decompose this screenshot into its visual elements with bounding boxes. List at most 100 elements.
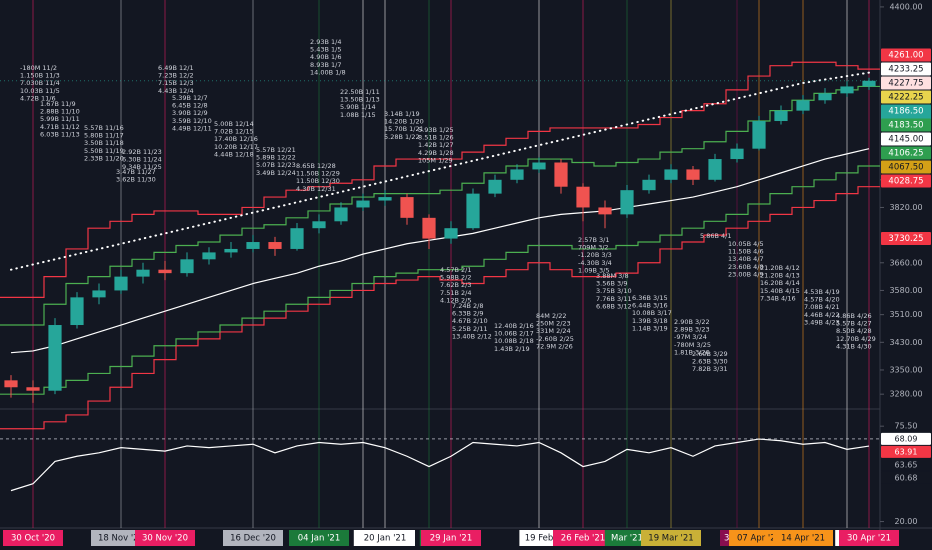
volume-annotation: 2.93B 1/4 (310, 38, 341, 46)
candle-body (818, 93, 832, 101)
volume-annotation: 12.70B 4/29 (836, 335, 876, 343)
candle-body (378, 197, 392, 201)
volume-annotation: 5.80B 11/17 (84, 132, 124, 140)
volume-annotation: 3.56B 3/9 (596, 280, 627, 288)
volume-annotation: 2.89B 3/23 (674, 326, 710, 334)
candle-body (26, 387, 40, 391)
candle-body (312, 221, 326, 229)
volume-annotation: 11.50B 12/29 (296, 170, 340, 178)
volume-annotation: 14.00B 1/8 (310, 68, 346, 76)
candle-body (48, 325, 62, 391)
volume-annotation: -180M 11/2 (20, 64, 57, 72)
x-tick-label: 29 Jan '21 (430, 534, 472, 544)
volume-annotation: 11.50B 12/30 (296, 177, 340, 185)
x-tick-label: 14 Apr '21 (781, 534, 825, 544)
volume-annotation: 7.76B 3/11 (596, 295, 632, 303)
volume-annotation: 1.150B 11/3 (20, 72, 60, 80)
volume-annotation: 2.92B 11/23 (122, 148, 162, 156)
band-line (0, 165, 880, 395)
indicator-tag-label: 68.09 (895, 434, 918, 443)
volume-annotation: 4.49B 12/11 (172, 124, 212, 132)
candle-body (466, 193, 480, 229)
x-tick-box (773, 530, 833, 546)
volume-annotation: 3.47B 11/27 (116, 168, 156, 176)
x-tick-box (604, 530, 650, 546)
candle-body (158, 269, 172, 274)
y-tick-label: 3280.00 (889, 390, 922, 399)
volume-annotation: 4.72B 11/6 (20, 94, 56, 102)
volume-annotation: 1.42B 1/27 (418, 141, 454, 149)
volume-annotation: 23.00B 4/9 (728, 270, 764, 278)
volume-annotation: 8.51B 1/26 (418, 134, 454, 142)
band-line (0, 61, 880, 298)
volume-annotation: 5.93B 1/25 (418, 126, 454, 134)
indicator-tag-label: 63.91 (895, 447, 918, 456)
x-tick-label: 30 Oct '20 (11, 534, 55, 544)
volume-annotation: 5.00B 12/14 (214, 120, 254, 128)
volume-annotation: 6.44B 3/16 (632, 302, 668, 310)
volume-annotation: 10.06B 2/17 (494, 330, 534, 338)
volume-annotation: 7.030B 11/4 (20, 79, 60, 87)
x-tick-box (641, 530, 701, 546)
volume-annotation: 7.51B 2/4 (440, 289, 471, 297)
volume-annotation: 2.60B 3/29 (692, 350, 728, 358)
candle-body (686, 169, 700, 180)
price-tag-label: 4233.25 (888, 64, 923, 74)
volume-annotation: 5.50B 11/19 (84, 147, 124, 155)
band-line (0, 85, 880, 326)
candle-body (554, 162, 568, 187)
indicator-tag (881, 432, 931, 445)
y2-tick-label: 75.50 (895, 422, 918, 431)
x-tick-label: 04 Jan '21 (298, 534, 340, 544)
candle-body (334, 207, 348, 222)
candle-body (136, 269, 150, 277)
volume-annotation: 8.50B 4/28 (836, 327, 872, 335)
x-tick-label: 19 Mar '21 (648, 534, 693, 544)
candle-body (92, 290, 106, 298)
candle-body (796, 100, 810, 111)
volume-annotation: 3.14B 1/19 (384, 110, 420, 118)
volume-annotation: 5.57B 12/21 (256, 146, 296, 154)
candle-body (180, 259, 194, 274)
volume-annotation: 6.68B 3/12 (596, 302, 632, 310)
volume-annotation: 5.28B 1/22 (384, 133, 420, 141)
volume-annotation: -2.60B 2/25 (536, 335, 574, 343)
volume-annotation: -1.20B 3/3 (578, 251, 612, 259)
y-tick-label: 3350.00 (889, 365, 922, 374)
volume-annotation: 4.29B 1/28 (418, 149, 454, 157)
candle-body (708, 159, 722, 180)
price-tag-label: 4261.00 (888, 50, 923, 60)
volume-annotation: 3.75B 3/10 (596, 287, 632, 295)
candle-body (730, 148, 744, 160)
candle-body (576, 186, 590, 208)
price-tag (881, 174, 931, 188)
volume-annotation: 4.43B 12/4 (158, 87, 194, 95)
price-tag-label: 4227.75 (888, 78, 923, 88)
y-tick-label: 3660.00 (889, 258, 922, 267)
volume-annotation: 4.67B 2/10 (452, 317, 488, 325)
x-tick-box (135, 530, 195, 546)
volume-annotation: 8.93B 1/7 (310, 61, 341, 69)
volume-annotation: 21.20B 4/12 (760, 264, 800, 272)
volume-annotation: 2.88B 11/10 (40, 108, 80, 116)
price-tag-label: 4028.75 (888, 176, 923, 186)
volume-annotation: 6.30B 11/24 (122, 156, 162, 164)
candle-body (642, 179, 656, 191)
volume-annotation: 5.43B 1/5 (310, 46, 341, 54)
volume-annotation: 6.03B 11/13 (40, 130, 80, 138)
volume-annotation: 105M 1/29 (418, 156, 453, 164)
price-tag (881, 118, 931, 132)
price-tag-label: 4106.25 (888, 148, 923, 158)
candle-body (774, 110, 788, 122)
candle-body (598, 207, 612, 215)
indicator-tag (881, 471, 931, 484)
x-tick-box (3, 530, 63, 546)
y2-tick-label: 20.00 (895, 517, 918, 526)
volume-annotation: 4.57B 2/1 (440, 266, 471, 274)
y-tick-label: 3580.00 (889, 286, 922, 295)
volume-annotation: 1.81B 3/26 (674, 348, 710, 356)
volume-annotation: 9.34B 11/25 (122, 163, 162, 171)
x-tick-label: 16 Dec '20 (230, 534, 276, 544)
volume-annotation: 1.67B 11/9 (40, 100, 76, 108)
